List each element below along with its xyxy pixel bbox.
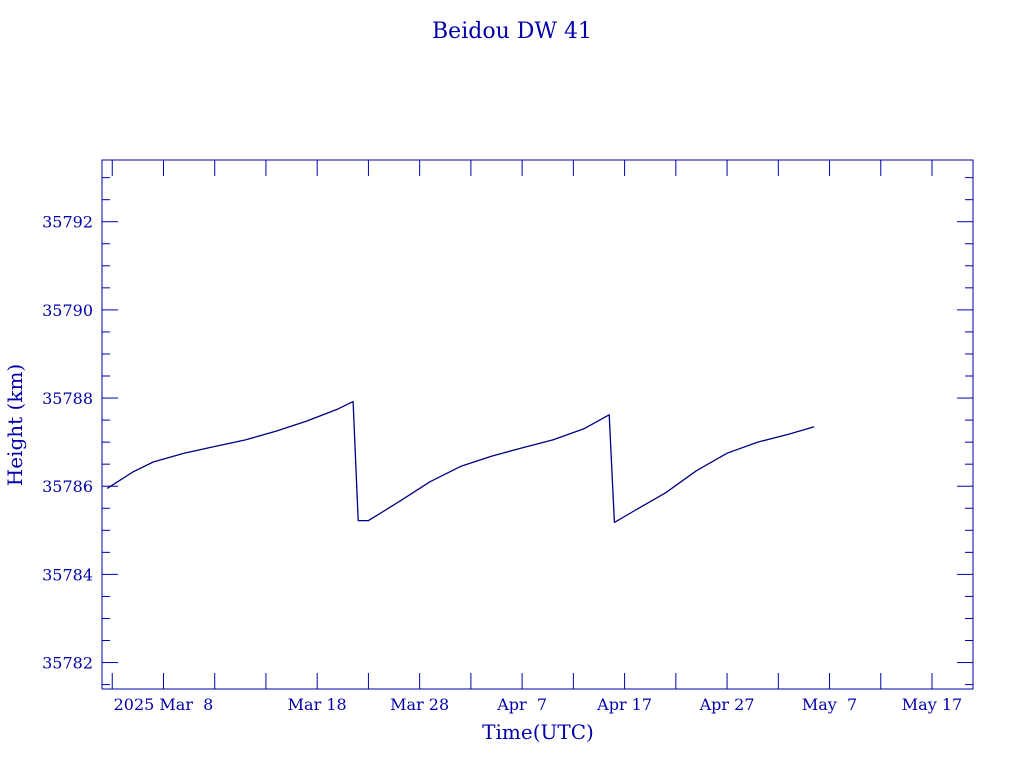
series-line [106, 400, 815, 524]
plot-frame [101, 159, 974, 690]
x-tick-label: May 7 [802, 695, 857, 714]
x-tick-label: Apr 27 [699, 695, 755, 714]
y-tick-label: 35790 [42, 301, 93, 320]
y-tick-label: 35792 [42, 213, 93, 232]
x-tick-label: Apr 7 [496, 695, 547, 714]
x-tick-label: Apr 17 [596, 695, 652, 714]
chart-title: Beidou DW 41 [432, 19, 592, 44]
y-tick-label: 35788 [42, 389, 93, 408]
x-axis-label: Time(UTC) [482, 720, 594, 744]
y-tick-label: 35782 [42, 654, 93, 673]
y-tick-label: 35786 [42, 477, 93, 496]
y-axis-label: Height (km) [3, 364, 27, 486]
y-tick-label: 35784 [42, 565, 93, 584]
tick-labels: 35782 35784 35786 35788 35790 35792 2025 Mar 8… [42, 213, 962, 714]
x-tick-label: Mar 18 [288, 695, 347, 714]
x-tick-label: May 17 [902, 695, 962, 714]
x-tick-label: 2025 Mar 8 [114, 695, 214, 714]
data-series [106, 400, 815, 524]
x-tick-label: Mar 28 [390, 695, 449, 714]
axis-ticks [102, 160, 973, 689]
